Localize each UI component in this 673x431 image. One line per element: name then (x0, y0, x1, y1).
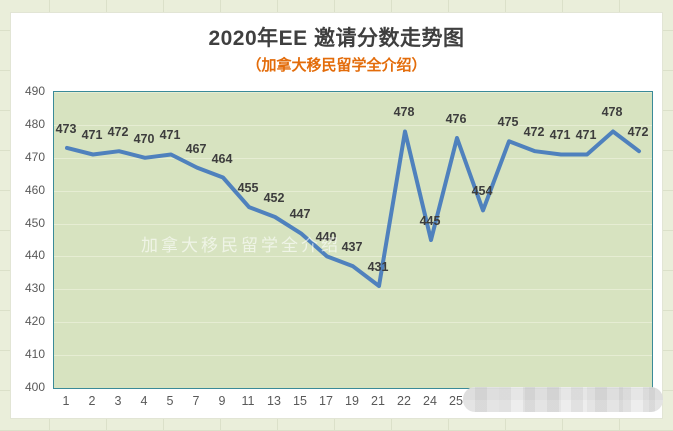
x-axis-tick-label: 4 (140, 394, 148, 408)
data-label: 475 (497, 115, 519, 130)
x-axis-tick-label: 9 (218, 394, 226, 408)
x-axis-tick-label: 19 (345, 394, 359, 408)
y-axis-tick-label: 490 (24, 84, 45, 98)
x-axis-tick-label: 22 (397, 394, 411, 408)
x-axis-tick-label: 1 (62, 394, 70, 408)
data-label: 467 (185, 141, 207, 156)
gridline (54, 355, 652, 357)
y-axis-tick-label: 430 (24, 281, 45, 296)
x-axis-tick-label: 21 (371, 394, 385, 408)
data-label: 471 (575, 128, 597, 143)
data-label: 478 (393, 105, 415, 120)
data-label: 471 (549, 128, 571, 143)
y-axis-tick-label: 420 (24, 314, 45, 329)
data-label: 471 (81, 128, 103, 143)
data-label: 471 (159, 128, 181, 143)
x-axis-tick-label: 3 (114, 394, 122, 408)
gridline (54, 124, 652, 126)
trend-line (65, 129, 641, 288)
y-axis-tick-label: 480 (24, 116, 45, 131)
data-label: 470 (133, 131, 155, 146)
gridline (54, 289, 652, 291)
x-axis-tick-label: 13 (267, 394, 281, 408)
y-axis-tick-label: 460 (24, 182, 45, 197)
watermark-text: 加拿大移民留学全介绍 (141, 236, 341, 255)
data-label: 473 (55, 121, 77, 136)
chart-subtitle: （加拿大移民留学全介绍） (246, 57, 427, 74)
data-label: 452 (263, 190, 285, 205)
x-axis-tick-label: 17 (319, 394, 333, 408)
gridline (54, 322, 652, 324)
data-label: 454 (471, 184, 493, 199)
x-axis-tick-label: 24 (423, 394, 437, 408)
data-label: 447 (289, 207, 311, 222)
y-axis-tick-label: 440 (24, 248, 45, 263)
data-label: 431 (367, 260, 389, 275)
x-axis-tick-label: 15 (293, 394, 307, 408)
data-label: 464 (211, 151, 233, 166)
gridline (54, 190, 652, 192)
data-label: 478 (601, 105, 623, 120)
y-axis-tick-label: 470 (24, 149, 45, 164)
y-axis-tick-label: 410 (24, 347, 45, 362)
data-label: 476 (445, 112, 467, 127)
x-axis-tick-label: 7 (192, 394, 200, 408)
data-label: 472 (107, 125, 129, 140)
data-label: 455 (237, 181, 259, 196)
data-label: 437 (341, 240, 363, 255)
plot-area (53, 91, 653, 389)
data-label: 440 (315, 230, 337, 245)
x-axis-tick-label: 2 (88, 394, 96, 408)
gridline (54, 256, 652, 258)
chart-card: 2020年EE 邀请分数走势图 （加拿大移民留学全介绍） 400 410 420 43… (10, 12, 663, 419)
gridline (54, 92, 652, 93)
x-axis-tick-label: 5 (166, 394, 174, 408)
gridline (54, 223, 652, 225)
data-label: 472 (523, 125, 545, 140)
y-axis-tick-label: 450 (24, 215, 45, 230)
y-axis-tick-label: 400 (24, 380, 45, 394)
x-axis-tick-label: 25 (449, 394, 463, 408)
chart-title: 2020年EE 邀请分数走势图 (208, 27, 465, 50)
x-axis-tick-label: 11 (241, 394, 255, 408)
gridline (54, 157, 652, 159)
pixelation-redaction-overlay (463, 387, 663, 412)
data-label: 445 (419, 214, 441, 228)
data-label: 472 (627, 125, 649, 140)
